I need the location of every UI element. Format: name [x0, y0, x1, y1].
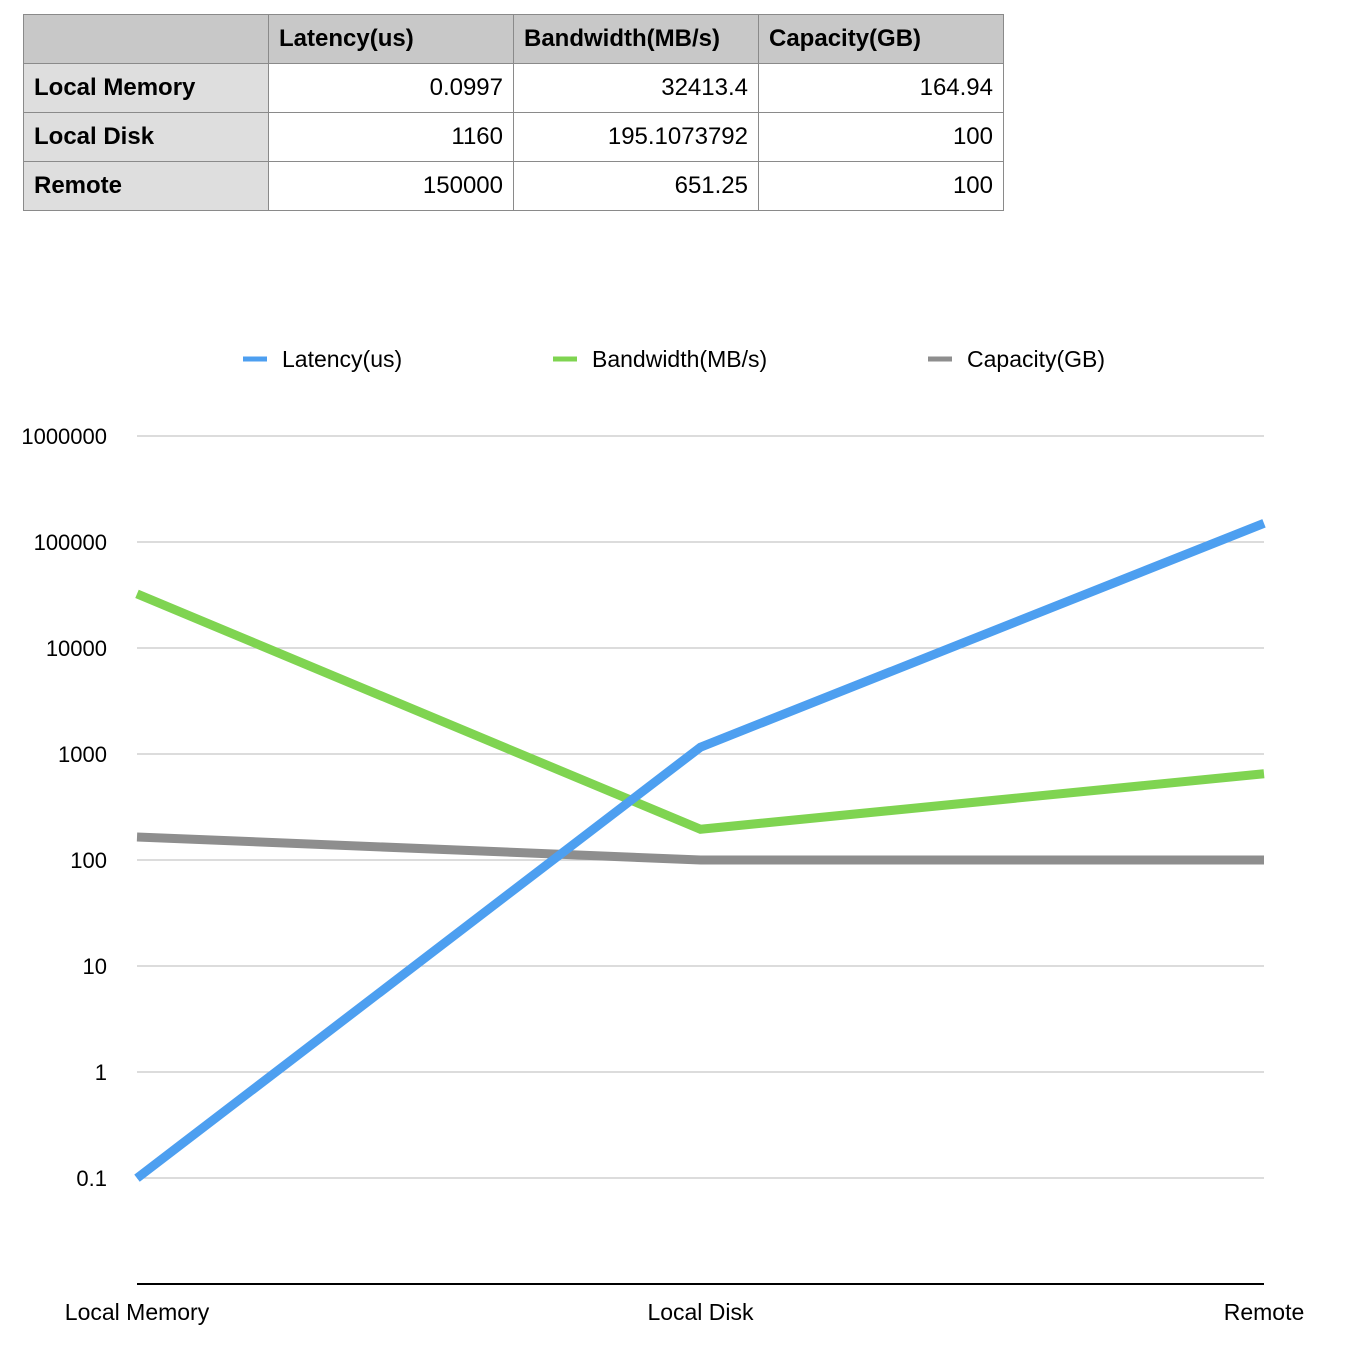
column-header-capacity: Capacity(GB): [758, 14, 1004, 64]
series-line: [135, 589, 1265, 834]
legend-label: Capacity(GB): [967, 346, 1105, 372]
series-lines: [134, 519, 1266, 1182]
y-tick-label: 0.1: [76, 1166, 107, 1191]
y-tick-label: 1: [95, 1060, 107, 1085]
table-cell: 32413.4: [513, 63, 759, 113]
table-row: Remote 150000 651.25 100: [23, 161, 1004, 211]
table-row: Local Disk 1160 195.1073792 100: [23, 112, 1004, 162]
table-header-row: Latency(us) Bandwidth(MB/s) Capacity(GB): [23, 14, 1004, 64]
y-tick-label: 1000: [58, 742, 107, 767]
legend-label: Bandwidth(MB/s): [592, 346, 767, 372]
row-header: Remote: [23, 161, 269, 211]
table-cell: 1160: [268, 112, 514, 162]
table-corner-cell: [23, 14, 269, 64]
table-cell: 100: [758, 112, 1004, 162]
row-header: Local Memory: [23, 63, 269, 113]
series-line: [136, 832, 1264, 865]
column-header-bandwidth: Bandwidth(MB/s): [513, 14, 759, 64]
column-header-latency: Latency(us): [268, 14, 514, 64]
x-tick-label: Local Disk: [647, 1299, 754, 1325]
y-tick-label: 10: [83, 954, 107, 979]
y-tick-label: 1000000: [21, 424, 107, 449]
x-tick-label: Remote: [1224, 1299, 1305, 1325]
x-axis-ticks: Local Memory Local Disk Remote: [65, 1299, 1304, 1325]
y-tick-label: 10000: [46, 636, 107, 661]
legend-label: Latency(us): [282, 346, 402, 372]
series-line: [134, 519, 1266, 1182]
table-cell: 100: [758, 161, 1004, 211]
legend: Latency(us) Bandwidth(MB/s) Capacity(GB): [243, 346, 1105, 372]
data-table: Latency(us) Bandwidth(MB/s) Capacity(GB)…: [23, 14, 1004, 211]
table-cell: 0.0997: [268, 63, 514, 113]
table-cell: 651.25: [513, 161, 759, 211]
y-tick-label: 100000: [34, 530, 107, 555]
table-cell: 150000: [268, 161, 514, 211]
table-row: Local Memory 0.0997 32413.4 164.94: [23, 63, 1004, 113]
row-header: Local Disk: [23, 112, 269, 162]
table-cell: 164.94: [758, 63, 1004, 113]
y-axis-ticks: 0.1 1 10 100 1000 10000 100000 1000000: [21, 424, 107, 1191]
x-tick-label: Local Memory: [65, 1299, 210, 1325]
table-cell: 195.1073792: [513, 112, 759, 162]
gridlines: [137, 435, 1264, 1179]
y-tick-label: 100: [70, 848, 107, 873]
